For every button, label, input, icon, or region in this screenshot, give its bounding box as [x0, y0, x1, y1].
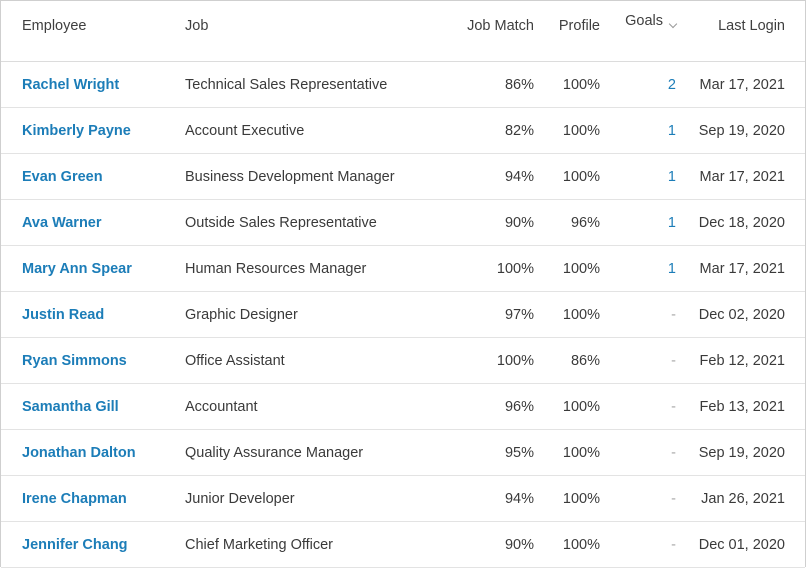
last-login-value: Sep 19, 2020 — [698, 122, 785, 139]
job-title: Graphic Designer — [185, 306, 298, 323]
profile-value: 96% — [570, 214, 600, 231]
employee-name-link[interactable]: Ava Warner — [22, 214, 102, 231]
job-match-value: 94% — [504, 168, 534, 185]
goals-value[interactable]: 1 — [667, 168, 676, 185]
employee-name-link[interactable]: Irene Chapman — [22, 490, 127, 507]
employee-name-link[interactable]: Kimberly Payne — [22, 122, 131, 139]
profile-value: 100% — [562, 398, 600, 415]
job-title: Business Development Manager — [185, 168, 395, 185]
job-match-value: 86% — [504, 76, 534, 93]
job-title: Accountant — [185, 398, 258, 415]
last-login-value: Dec 18, 2020 — [698, 214, 785, 231]
column-header-job-match[interactable]: Job Match — [467, 18, 534, 34]
job-match-value: 95% — [504, 444, 534, 461]
goals-value: - — [671, 398, 676, 415]
profile-value: 100% — [562, 536, 600, 553]
goals-value[interactable]: 1 — [667, 214, 676, 231]
profile-value: 100% — [562, 444, 600, 461]
last-login-value: Dec 02, 2020 — [698, 306, 785, 323]
table-row[interactable]: Samantha Gill Accountant 96% 100% - Feb 13, 2… — [1, 384, 805, 430]
table-row[interactable]: Jennifer Chang Chief Marketing Officer 90%… — [1, 522, 805, 568]
table-row[interactable]: Ava Warner Outside Sales Representative 90… — [1, 200, 805, 246]
table-row[interactable]: Jonathan Dalton Quality Assurance Manager… — [1, 430, 805, 476]
job-title: Outside Sales Representative — [185, 214, 377, 231]
last-login-value: Dec 01, 2020 — [698, 536, 785, 553]
employee-name-link[interactable]: Mary Ann Spear — [22, 260, 132, 277]
profile-value: 100% — [562, 260, 600, 277]
employee-name-link[interactable]: Samantha Gill — [22, 398, 119, 415]
job-match-value: 100% — [496, 260, 534, 277]
employee-name-link[interactable]: Ryan Simmons — [22, 352, 127, 369]
profile-value: 100% — [562, 306, 600, 323]
table-row[interactable]: Mary Ann Spear Human Resources Manager 100… — [1, 246, 805, 292]
table-row[interactable]: Kimberly Payne Account Executive 82% 100% 1 S… — [1, 108, 805, 154]
profile-value: 86% — [570, 352, 600, 369]
profile-value: 100% — [562, 168, 600, 185]
employee-name-link[interactable]: Justin Read — [22, 306, 105, 323]
goals-value: - — [671, 444, 676, 461]
goals-value: - — [671, 536, 676, 553]
employee-name-link[interactable]: Evan Green — [22, 168, 103, 185]
profile-value: 100% — [562, 122, 600, 139]
job-match-value: 94% — [504, 490, 534, 507]
table-body: Rachel Wright Technical Sales Representat… — [1, 62, 805, 568]
last-login-value: Mar 17, 2021 — [699, 260, 785, 277]
column-header-profile[interactable]: Profile — [558, 18, 600, 34]
last-login-value: Mar 17, 2021 — [699, 168, 785, 185]
goals-value: - — [671, 490, 676, 507]
table-row[interactable]: Evan Green Business Development Manager 94… — [1, 154, 805, 200]
employee-name-link[interactable]: Rachel Wright — [22, 76, 120, 93]
job-title: Chief Marketing Officer — [185, 536, 334, 553]
column-header-employee[interactable]: Employee — [22, 18, 87, 34]
job-title: Junior Developer — [185, 490, 295, 507]
last-login-value: Sep 19, 2020 — [698, 444, 785, 461]
last-login-value: Jan 26, 2021 — [701, 490, 785, 507]
goals-value: - — [671, 352, 676, 369]
last-login-value: Feb 13, 2021 — [699, 398, 785, 415]
job-title: Account Executive — [185, 122, 305, 139]
goals-value[interactable]: 1 — [667, 260, 676, 277]
job-match-value: 82% — [504, 122, 534, 139]
profile-value: 100% — [562, 490, 600, 507]
table-row[interactable]: Ryan Simmons Office Assistant 100% 86% - Feb … — [1, 338, 805, 384]
job-match-value: 97% — [504, 306, 534, 323]
job-match-value: 96% — [504, 398, 534, 415]
column-header-last-login[interactable]: Last Login — [718, 18, 785, 34]
goals-value: - — [671, 306, 676, 323]
table-row[interactable]: Justin Read Graphic Designer 97% 100% - Dec 0… — [1, 292, 805, 338]
job-title: Office Assistant — [185, 352, 285, 369]
table-row[interactable]: Irene Chapman Junior Developer 94% 100% - Jan… — [1, 476, 805, 522]
last-login-value: Feb 12, 2021 — [699, 352, 785, 369]
goals-value[interactable]: 2 — [667, 76, 676, 93]
job-match-value: 90% — [504, 214, 534, 231]
column-header-goals[interactable]: Goals — [625, 1, 678, 61]
employee-name-link[interactable]: Jonathan Dalton — [22, 444, 136, 461]
profile-value: 100% — [562, 76, 600, 93]
last-login-value: Mar 17, 2021 — [699, 76, 785, 93]
chevron-down-icon[interactable] — [668, 19, 678, 29]
table-row[interactable]: Rachel Wright Technical Sales Representat… — [1, 62, 805, 108]
employee-name-link[interactable]: Jennifer Chang — [22, 536, 128, 553]
job-title: Human Resources Manager — [185, 260, 367, 277]
job-title: Quality Assurance Manager — [185, 444, 364, 461]
job-title: Technical Sales Representative — [185, 76, 388, 93]
table-header: Employee Job Job Match Profile Goals Las… — [1, 1, 805, 62]
job-match-value: 100% — [496, 352, 534, 369]
column-header-job[interactable]: Job — [185, 18, 209, 34]
goals-value[interactable]: 1 — [667, 122, 676, 139]
job-match-value: 90% — [504, 536, 534, 553]
